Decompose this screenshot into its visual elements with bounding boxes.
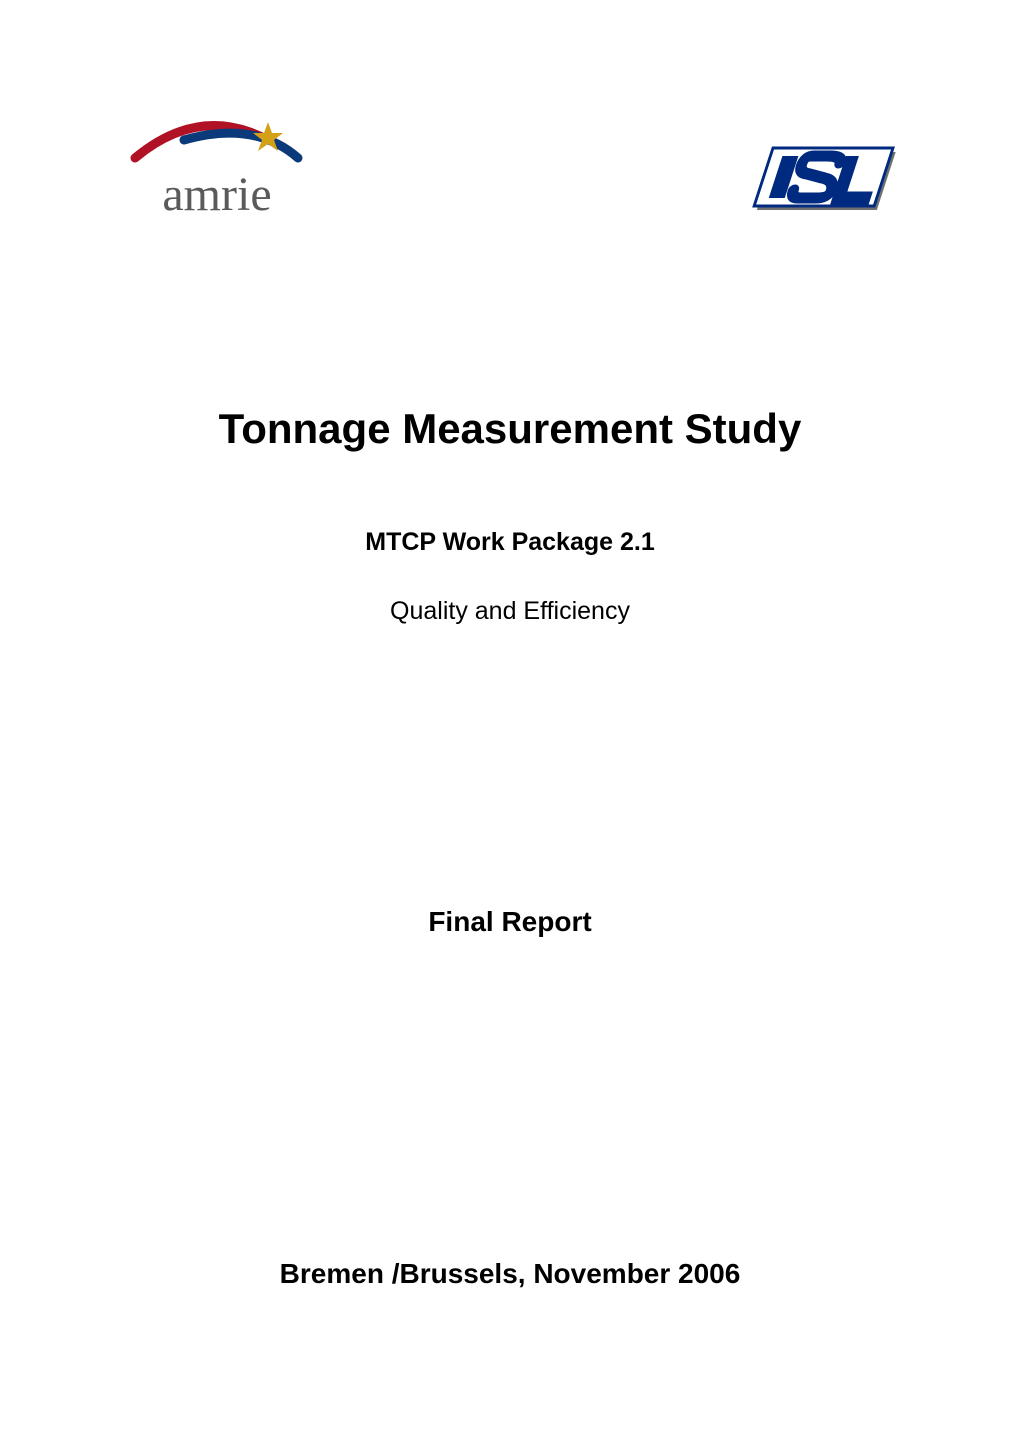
- logo-row: amrie: [120, 110, 900, 225]
- section-heading: Final Report: [120, 906, 900, 938]
- isl-logo: [745, 143, 900, 223]
- amrie-logo: amrie: [120, 110, 315, 225]
- subtitle-text: Quality and Efficiency: [120, 597, 900, 626]
- amrie-logo-text: amrie: [162, 168, 271, 221]
- location-date-footer: Bremen /Brussels, November 2006: [120, 1258, 900, 1290]
- work-package-label: MTCP Work Package 2.1: [120, 528, 900, 557]
- document-title: Tonnage Measurement Study: [120, 405, 900, 453]
